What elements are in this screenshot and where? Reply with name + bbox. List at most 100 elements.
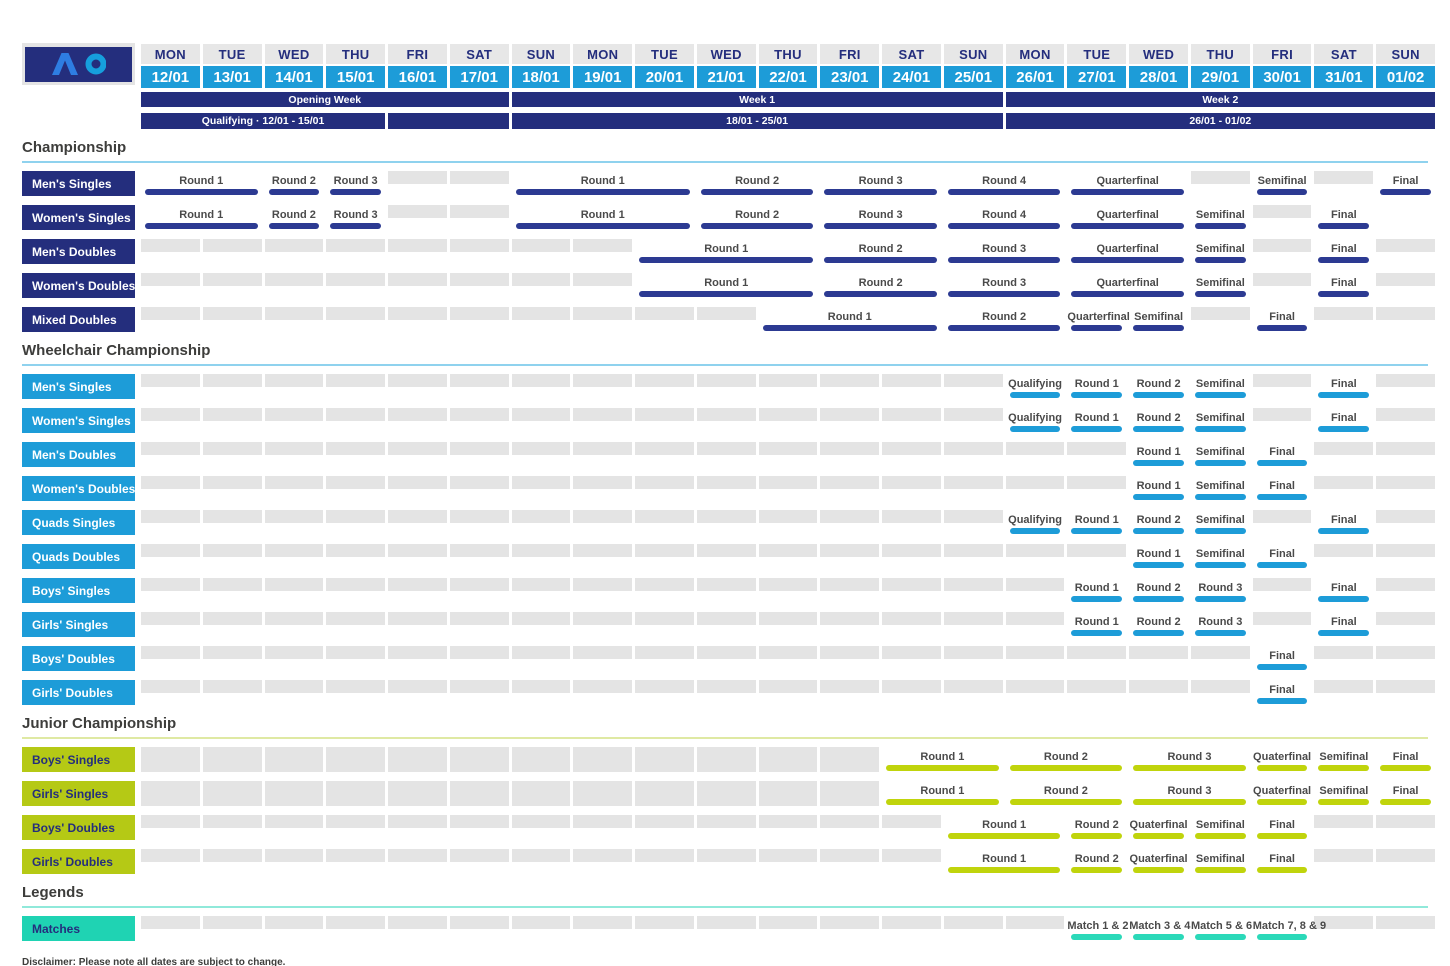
stage-semifinal: Semifinal (1191, 853, 1250, 875)
empty-day-cell (696, 408, 756, 421)
empty-day-cell (202, 849, 262, 862)
stage-bar (762, 325, 937, 331)
stage-round-2: Round 2 (265, 175, 324, 197)
day-of-week-label: MON (573, 44, 633, 64)
stage-bar (947, 291, 1061, 297)
stage-semifinal: Semifinal (1191, 514, 1250, 536)
stage-quaterfinal: Quaterfinal (1253, 747, 1312, 772)
empty-day-cell (264, 374, 324, 387)
empty-day-cell (388, 408, 447, 421)
empty-day-cell (696, 747, 756, 772)
event-label: Girls' Singles (22, 612, 135, 637)
day-of-week-label: THU (326, 44, 386, 64)
stage-bar (1133, 426, 1184, 432)
empty-day-cell (326, 239, 386, 252)
stage-match-5-6: Match 5 & 6 (1191, 920, 1252, 942)
event-row-boys-doubles: Boys' Doubles Final (22, 646, 1435, 671)
empty-day-cell (141, 273, 200, 286)
empty-day-cell (1190, 171, 1250, 184)
stage-bar (1133, 630, 1184, 636)
stage-bar (1071, 528, 1123, 534)
empty-day-cell (1067, 680, 1127, 693)
stage-label: Round 4 (982, 175, 1027, 187)
empty-day-cell (943, 442, 1003, 455)
empty-day-cell (511, 476, 571, 489)
empty-day-cell (326, 307, 386, 320)
event-label: Boys' Singles (22, 578, 135, 603)
stage-round-1: Round 1 (635, 277, 817, 299)
empty-day-cell (141, 408, 200, 421)
empty-day-cell (1067, 442, 1127, 455)
stage-bar (515, 223, 690, 229)
empty-day-cell (264, 646, 324, 659)
stage-bar (1194, 494, 1246, 500)
event-row-women-s-singles: Women's Singles Round 1 Round 2 Round 3 Roun… (22, 205, 1435, 230)
stage-bar (1071, 833, 1123, 839)
empty-day-cell (202, 273, 262, 286)
ao-logo-frame (22, 43, 135, 85)
empty-day-cell (635, 476, 694, 489)
empty-day-cell (820, 544, 880, 557)
stage-bar (1194, 291, 1246, 297)
stage-bar (947, 867, 1061, 873)
stage-bar (1133, 460, 1184, 466)
stage-round-1: Round 1 (944, 853, 1065, 875)
stage-label: Round 2 (1074, 853, 1119, 865)
event-row-men-s-singles: Men's Singles Qualifying Round 1 Round 2 Sem… (22, 374, 1435, 399)
empty-day-cell (1252, 273, 1312, 286)
empty-day-cell (388, 612, 447, 625)
day-of-week-label: THU (1190, 44, 1250, 64)
empty-day-cell (1376, 510, 1435, 523)
event-grid: Round 1 Round 2 Round 3 Quaterfinal Semifina… (141, 781, 1435, 806)
empty-day-cell (820, 442, 880, 455)
stage-round-1: Round 1 (1067, 582, 1126, 604)
empty-day-cell (696, 374, 756, 387)
day-of-week-label: TUE (1067, 44, 1127, 64)
empty-day-cell (449, 374, 509, 387)
stage-round-2: Round 2 (1129, 412, 1188, 434)
stage-bar (824, 223, 937, 229)
event-label: Women's Doubles (22, 273, 135, 298)
empty-day-cell (1376, 239, 1435, 252)
empty-day-cell (449, 205, 509, 218)
stage-final: Final (1314, 277, 1373, 299)
empty-day-cell (635, 374, 694, 387)
empty-day-cell (1376, 476, 1435, 489)
stage-bar (1133, 494, 1184, 500)
day-date-label: 19/01 (573, 66, 633, 88)
empty-day-cell (511, 442, 571, 455)
empty-day-cell (758, 747, 818, 772)
empty-day-cell (388, 171, 447, 184)
empty-day-cell (264, 747, 324, 772)
day-date-label: 15/01 (326, 66, 386, 88)
stage-semifinal: Semifinal (1129, 311, 1188, 333)
event-label: Men's Singles (22, 171, 135, 196)
empty-day-cell (1314, 307, 1374, 320)
empty-day-cell (820, 849, 880, 862)
empty-day-cell (943, 612, 1003, 625)
empty-day-cell (635, 747, 694, 772)
empty-day-cell (758, 374, 818, 387)
range-bands-grid: Qualifying · 12/01 - 15/01 18/01 - 25/01 2… (141, 113, 1435, 129)
stage-bar (1071, 596, 1123, 602)
stage-final: Final (1376, 175, 1435, 197)
empty-day-cell (635, 815, 694, 828)
empty-day-cell (141, 680, 200, 693)
day-column: MON 12/01 (141, 44, 200, 88)
event-label: Girls' Doubles (22, 849, 135, 874)
stage-bar (1318, 799, 1370, 805)
empty-day-cell (326, 408, 386, 421)
day-of-week-label: TUE (635, 44, 694, 64)
empty-day-cell (758, 680, 818, 693)
stage-label: Round 2 (858, 277, 903, 289)
stage-label: Final (1331, 378, 1357, 390)
stage-bar (1194, 460, 1246, 466)
empty-day-cell (1314, 171, 1374, 184)
day-of-week-label: SUN (1376, 44, 1435, 64)
stage-label: Final (1269, 819, 1295, 831)
event-row-men-s-doubles: Men's Doubles Round 1 Round 2 Round 3 Quarte… (22, 239, 1435, 264)
empty-day-cell (264, 781, 324, 806)
day-column: MON 26/01 (1005, 44, 1065, 88)
stage-label: Quaterfinal (1129, 819, 1188, 831)
